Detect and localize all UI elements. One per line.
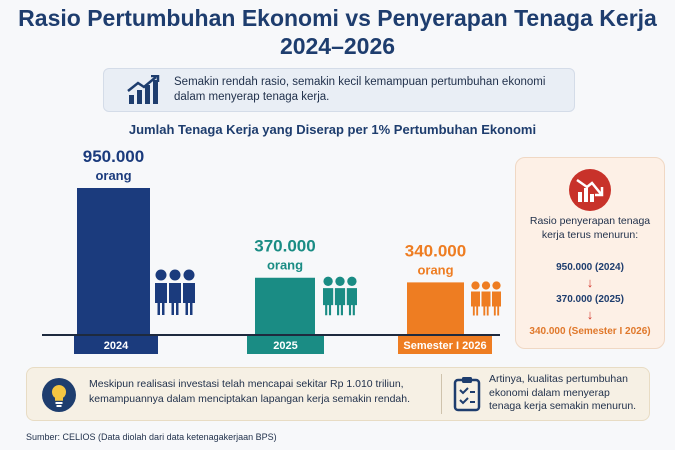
callout-description: Rasio penyerapan tenaga kerja terus menu… — [529, 215, 651, 241]
category-label: Semester I 2026 — [403, 340, 486, 352]
down-arrow-icon: ↓ — [586, 307, 594, 322]
insight-panel: Meskipun realisasi investasi telah menca… — [26, 367, 650, 421]
category-label: 2024 — [104, 340, 129, 352]
divider — [441, 374, 442, 414]
callout-value-2026: 340.000 (Semester I 2026) — [529, 326, 651, 337]
people-icon — [323, 276, 357, 316]
category-label: 2025 — [273, 340, 297, 352]
source-note: Sumber: CELIOS (Data diolah dari data ke… — [26, 432, 277, 442]
bar-1 — [255, 277, 315, 335]
lightbulb-icon — [42, 378, 76, 412]
bar-chart: 950.000 orang 2024 370.000 orang 2025 340.000 o… — [42, 147, 501, 354]
quality-insight-text: Artinya, kualitas pertumbuhan ekonomi da… — [489, 373, 637, 412]
bar-value-label: 950.000 — [83, 147, 144, 166]
bar-2 — [407, 282, 464, 335]
category-tab — [247, 336, 324, 354]
trend-callout: Rasio penyerapan tenaga kerja terus menu… — [515, 157, 665, 349]
bar-unit-label: orang — [95, 168, 131, 183]
bar-unit-label: orang — [267, 258, 303, 273]
rasio-note: Semakin rendah rasio, semakin kecil kema… — [103, 68, 575, 112]
people-icon — [471, 281, 501, 316]
people-icon — [155, 269, 195, 315]
category-tab — [398, 336, 492, 354]
bar-value-label: 340.000 — [405, 241, 466, 260]
investment-insight-text: Meskipun realisasi investasi telah menca… — [89, 378, 411, 405]
bar-unit-label: orang — [417, 262, 453, 277]
bar-0 — [77, 188, 150, 335]
bar-value-label: 370.000 — [254, 237, 315, 256]
bar-chart-growth-icon — [127, 75, 160, 104]
page-title: Rasio Pertumbuhan Ekonomi vs Penyerapan … — [18, 5, 657, 59]
callout-value-2025: 370.000 (2025) — [556, 294, 624, 305]
declining-chart-icon — [569, 169, 611, 211]
callout-value-2024: 950.000 (2024) — [556, 262, 624, 273]
chart-title: Jumlah Tenaga Kerja yang Diserap per 1% … — [128, 122, 537, 137]
category-tab — [74, 336, 158, 354]
clipboard-check-icon — [453, 377, 481, 412]
down-arrow-icon: ↓ — [586, 275, 594, 290]
